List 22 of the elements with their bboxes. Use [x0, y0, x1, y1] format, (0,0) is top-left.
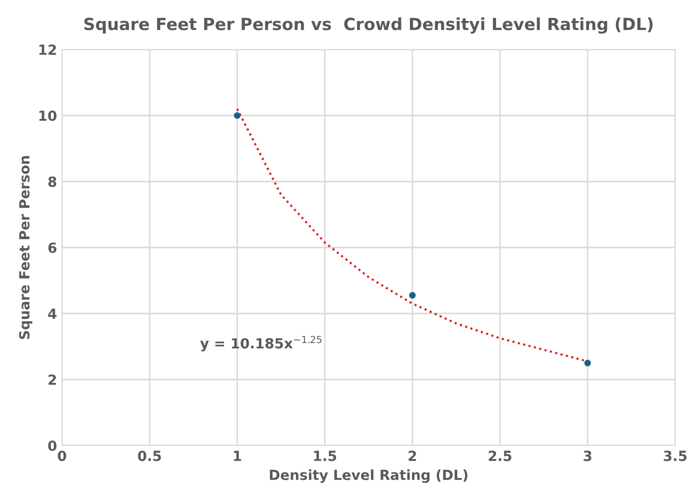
x-tick-label: 0.5 [138, 450, 161, 462]
point [584, 360, 591, 366]
point [409, 292, 416, 299]
point [234, 112, 241, 119]
x-axis-title: Density Level Rating (DL) [270, 469, 468, 483]
y-tick-label: 10 [39, 110, 56, 121]
y-axis-title: Square Feet Per Person [19, 156, 32, 339]
x-tick-label: 3.5 [664, 450, 687, 462]
y-tick-label: 0 [48, 440, 56, 451]
chart-title: Square Feet Per Person vs Crowd Densityi Level Rating (DL) [84, 17, 653, 34]
x-tick-label: 1.5 [314, 450, 336, 462]
annotation: y = 10.185x$^{−1.25}$ [200, 336, 322, 352]
x-tick-label: 0 [58, 450, 66, 462]
x-tick-label: 2 [408, 450, 416, 461]
x-tick-label: 3 [584, 450, 592, 462]
x-tick-label: 2.5 [488, 450, 512, 462]
y-tick-label: 12 [39, 44, 56, 55]
y-tick-label: 6 [48, 242, 56, 253]
y-tick-label: 8 [48, 176, 56, 187]
x-tick-label: 1 [234, 450, 242, 461]
y-tick-label: 2 [48, 374, 56, 385]
y-tick-label: 4 [48, 308, 57, 319]
